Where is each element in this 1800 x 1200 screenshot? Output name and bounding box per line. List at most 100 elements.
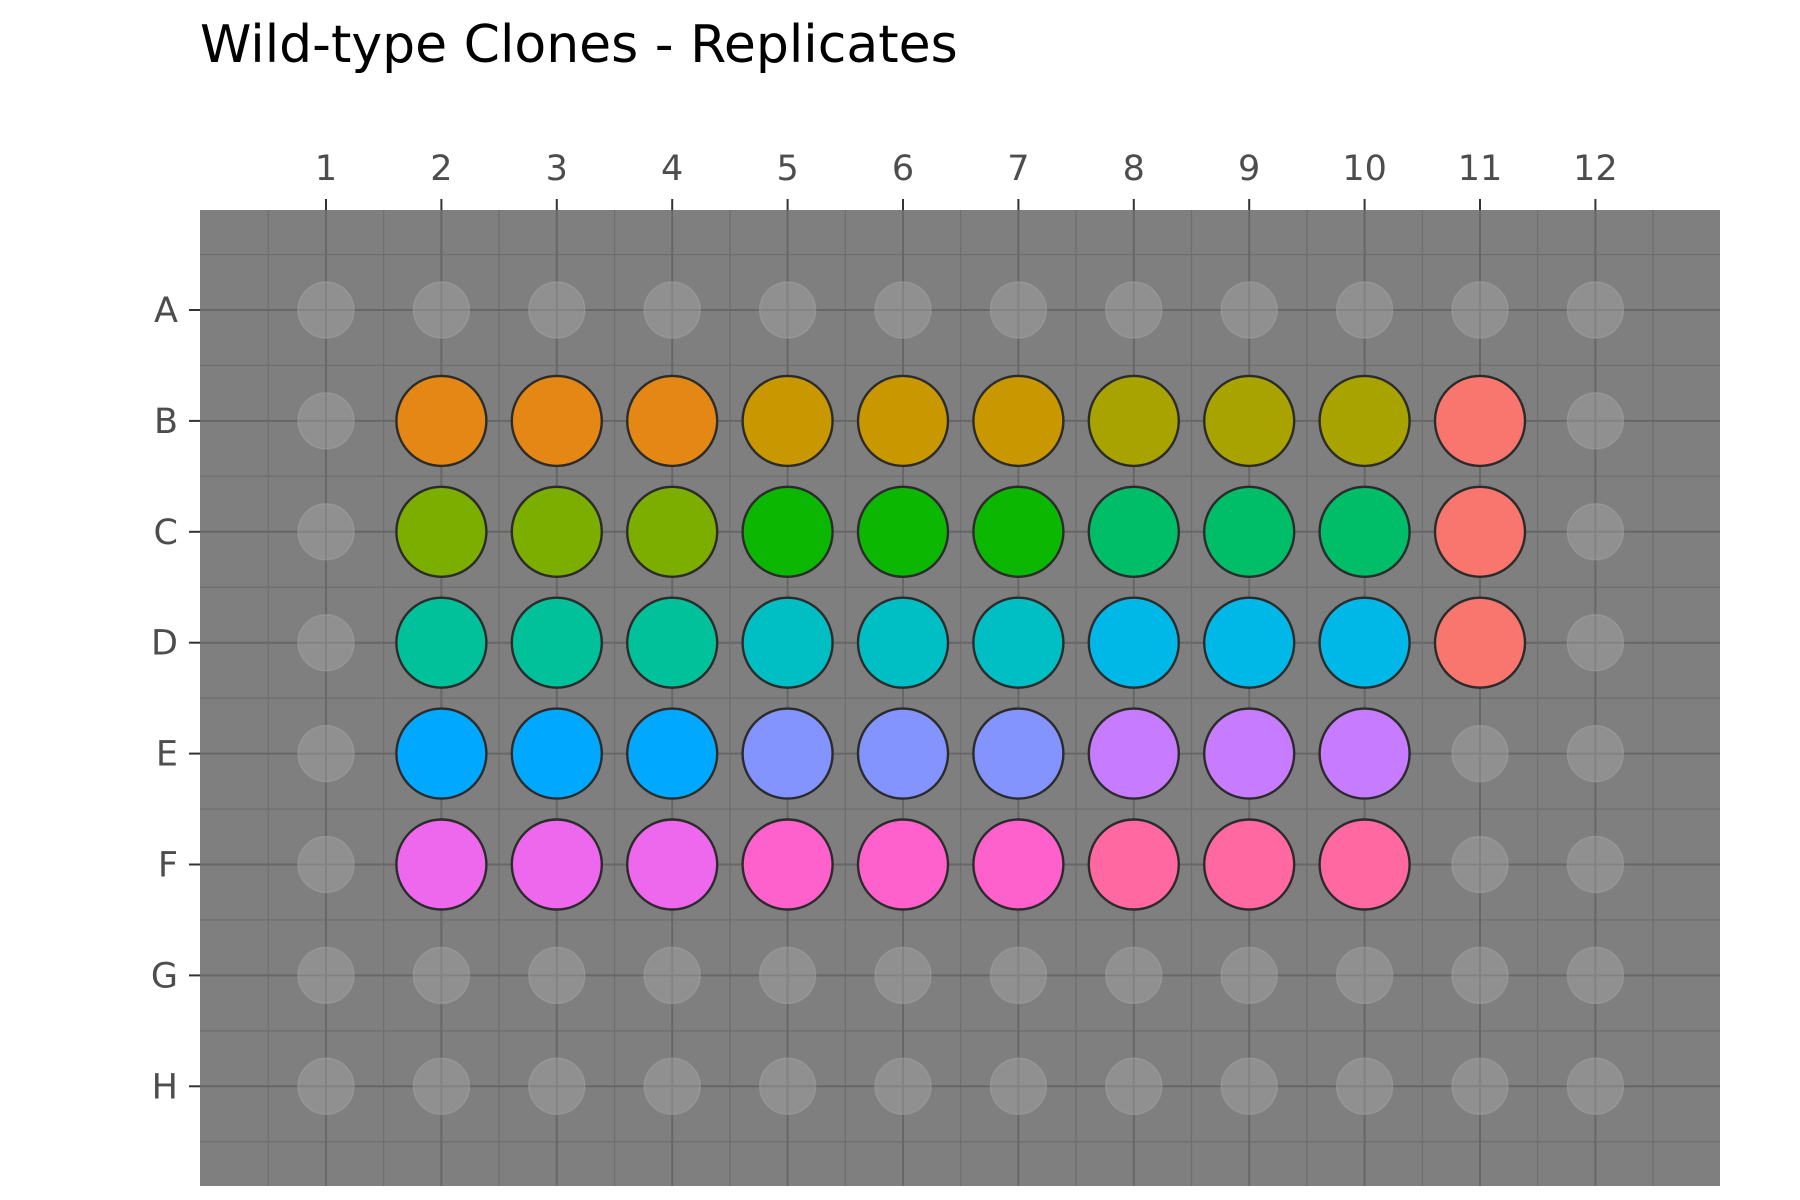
row-tick-label: H bbox=[152, 1067, 178, 1107]
well-D10 bbox=[1318, 596, 1411, 689]
empty-well-A1 bbox=[297, 281, 355, 339]
well-C3 bbox=[510, 485, 603, 578]
well-F5 bbox=[741, 818, 834, 911]
empty-well-A7 bbox=[989, 281, 1048, 339]
well-E9 bbox=[1202, 707, 1296, 800]
column-tick-label: 12 bbox=[1573, 149, 1618, 189]
column-tick-label: 5 bbox=[776, 149, 798, 189]
empty-well-G8 bbox=[1105, 946, 1163, 1005]
well-F3 bbox=[510, 818, 603, 911]
well-C4 bbox=[626, 485, 719, 578]
empty-well-G11 bbox=[1451, 946, 1509, 1005]
chart-title: Wild-type Clones - Replicates bbox=[200, 15, 958, 75]
empty-well-A8 bbox=[1105, 281, 1163, 339]
well-C10 bbox=[1318, 485, 1411, 578]
empty-well-A9 bbox=[1220, 281, 1278, 339]
row-tick-label: A bbox=[154, 291, 178, 331]
empty-well-A11 bbox=[1451, 281, 1509, 339]
row-tick-label: C bbox=[154, 513, 178, 553]
well-C11 bbox=[1433, 485, 1527, 578]
well-F9 bbox=[1202, 818, 1296, 911]
empty-well-C12 bbox=[1566, 503, 1625, 561]
empty-well-C1 bbox=[297, 503, 355, 561]
column-tick-label: 11 bbox=[1458, 149, 1503, 189]
well-F2 bbox=[395, 818, 488, 911]
empty-well-A5 bbox=[758, 281, 817, 339]
well-F7 bbox=[972, 818, 1065, 911]
empty-well-A3 bbox=[528, 281, 586, 339]
empty-well-G6 bbox=[874, 946, 932, 1005]
well-B2 bbox=[395, 374, 488, 468]
well-B6 bbox=[856, 374, 950, 468]
empty-well-G3 bbox=[528, 946, 586, 1005]
column-tick-label: 3 bbox=[546, 149, 568, 189]
well-F10 bbox=[1318, 818, 1411, 911]
empty-well-D1 bbox=[297, 613, 355, 672]
well-B5 bbox=[741, 374, 834, 468]
empty-well-H11 bbox=[1451, 1057, 1509, 1116]
well-C2 bbox=[395, 485, 488, 578]
well-D2 bbox=[395, 596, 488, 689]
empty-well-E12 bbox=[1566, 724, 1625, 783]
empty-well-B1 bbox=[297, 392, 355, 450]
column-tick-label: 8 bbox=[1123, 149, 1145, 189]
well-D5 bbox=[741, 596, 834, 689]
well-B3 bbox=[510, 374, 603, 468]
empty-well-H2 bbox=[412, 1057, 471, 1116]
empty-well-H1 bbox=[297, 1057, 355, 1116]
empty-well-F12 bbox=[1566, 835, 1625, 894]
empty-well-A10 bbox=[1335, 281, 1394, 339]
empty-well-B12 bbox=[1566, 392, 1625, 450]
column-tick-label: 7 bbox=[1007, 149, 1029, 189]
well-D11 bbox=[1433, 596, 1527, 689]
column-tick-label: 9 bbox=[1238, 149, 1260, 189]
well-D3 bbox=[510, 596, 603, 689]
empty-well-H5 bbox=[758, 1057, 817, 1116]
well-E8 bbox=[1087, 707, 1181, 800]
empty-well-H9 bbox=[1220, 1057, 1278, 1116]
empty-well-E11 bbox=[1451, 724, 1509, 783]
empty-well-G2 bbox=[412, 946, 471, 1005]
well-E3 bbox=[510, 707, 603, 800]
well-B7 bbox=[972, 374, 1065, 468]
empty-well-F1 bbox=[297, 835, 355, 894]
wells bbox=[297, 281, 1625, 1116]
column-tick-label: 1 bbox=[315, 149, 337, 189]
well-D7 bbox=[972, 596, 1065, 689]
well-B10 bbox=[1318, 374, 1411, 468]
empty-well-D12 bbox=[1566, 613, 1625, 672]
well-E6 bbox=[856, 707, 950, 800]
row-tick-label: E bbox=[156, 735, 178, 775]
empty-well-H6 bbox=[874, 1057, 932, 1116]
empty-well-H12 bbox=[1566, 1057, 1625, 1116]
column-tick-label: 4 bbox=[661, 149, 683, 189]
empty-well-A12 bbox=[1566, 281, 1625, 339]
empty-well-H4 bbox=[643, 1057, 701, 1116]
well-C7 bbox=[972, 485, 1065, 578]
well-D6 bbox=[856, 596, 950, 689]
empty-well-E1 bbox=[297, 724, 355, 783]
well-B11 bbox=[1433, 374, 1527, 468]
empty-well-G10 bbox=[1335, 946, 1394, 1005]
empty-well-A4 bbox=[643, 281, 701, 339]
empty-well-H8 bbox=[1105, 1057, 1163, 1116]
well-C6 bbox=[856, 485, 950, 578]
column-tick-label: 2 bbox=[430, 149, 452, 189]
well-B8 bbox=[1087, 374, 1181, 468]
row-tick-label: B bbox=[154, 402, 178, 442]
empty-well-H7 bbox=[989, 1057, 1048, 1116]
well-D8 bbox=[1087, 596, 1181, 689]
well-C9 bbox=[1202, 485, 1296, 578]
well-E2 bbox=[395, 707, 488, 800]
empty-well-H3 bbox=[528, 1057, 586, 1116]
well-D9 bbox=[1202, 596, 1296, 689]
empty-well-G9 bbox=[1220, 946, 1278, 1005]
empty-well-G5 bbox=[758, 946, 817, 1005]
row-tick-label: G bbox=[151, 956, 178, 996]
empty-well-G7 bbox=[989, 946, 1048, 1005]
empty-well-G12 bbox=[1566, 946, 1625, 1005]
well-F8 bbox=[1087, 818, 1181, 911]
well-F4 bbox=[626, 818, 719, 911]
well-C5 bbox=[741, 485, 834, 578]
